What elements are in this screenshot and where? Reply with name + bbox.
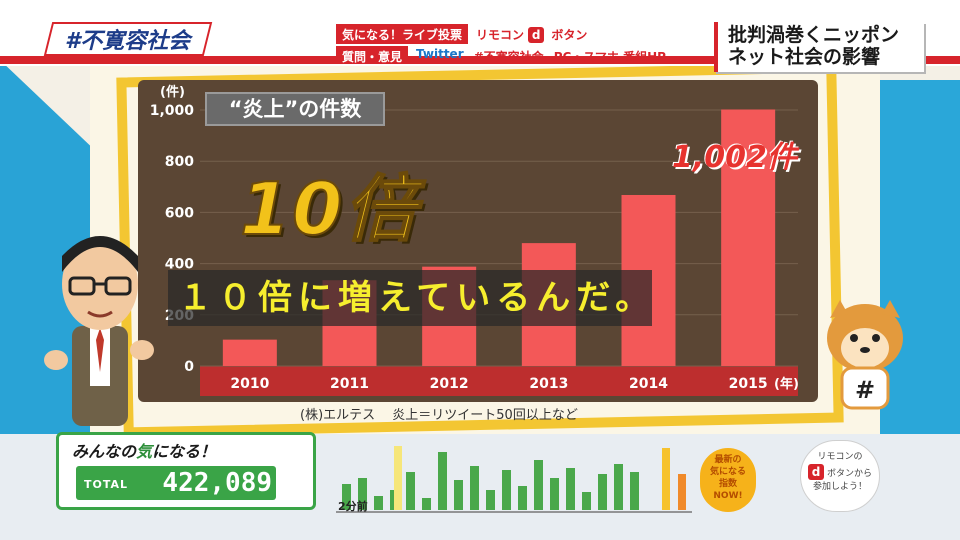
total-box [76, 466, 276, 500]
latest-badge-line-2: 気になる [709, 467, 746, 477]
y-unit-label: (件) [160, 84, 185, 100]
latest-badge-line-3: 指数 [718, 479, 737, 489]
remote-hint-line-1: リモコンの [817, 452, 863, 462]
y-tick-label: 400 [165, 257, 194, 273]
x-tick-label: 2010 [230, 376, 269, 392]
headline-line-1: 批判渦巻くニッポン [728, 24, 900, 46]
presenter-illustration [44, 236, 154, 426]
headline-box: 批判渦巻くニッポン ネット社会の影響 [714, 22, 924, 72]
subtitle-band [168, 270, 652, 326]
d-button-icon: d [807, 464, 824, 480]
x-tick-label: 2012 [430, 376, 469, 392]
x-tick-label: 2014 [629, 376, 668, 392]
hashtag-text: #不寛容社会 [65, 29, 191, 54]
button-label: ボタン [551, 28, 588, 42]
x-axis-band [200, 366, 798, 396]
subtitle-text: １０倍に増えているんだ。 [178, 278, 656, 318]
time-label: 2分前 [338, 500, 368, 513]
x-tick-label: 2015 [729, 376, 768, 392]
question-label: 質問・意見 [336, 46, 409, 64]
bar-2010 [222, 339, 277, 366]
d-button-icon: d [528, 27, 545, 43]
svg-text:#: # [855, 376, 875, 404]
hashtag-box: #不寛容社会 [43, 22, 213, 56]
chart-source-note: (株)エルテス 炎上＝リツイート50回以上など [300, 408, 578, 423]
twitter-tag: #不寛容社会 [473, 50, 544, 64]
x-tick-label: 2011 [330, 376, 369, 392]
value-callout: 1,002件 [672, 140, 797, 175]
total-label: TOTAL [84, 478, 129, 491]
remote-instruction: リモコン d ボタン [474, 24, 589, 44]
y-tick-label: 0 [184, 359, 194, 375]
ratio-callout: 10倍 [239, 166, 419, 252]
top-bar-accent [0, 56, 960, 64]
remote-hint: リモコンの d ボタンから 参加しよう！ [800, 440, 880, 512]
y-tick-label: 1,000 [150, 103, 195, 119]
remote-hint-line-2-text: ボタンから [826, 469, 872, 479]
counter-title-pre: みんなの [72, 442, 137, 461]
remote-label: リモコン [476, 28, 525, 42]
mascot-dog-illustration: # [827, 300, 903, 410]
feedback-row: 質問・意見 Twitter #不寛容社会 PC・スマホ 番組HP [336, 46, 668, 64]
total-value: 422,089 [162, 468, 272, 498]
latest-index-badge: 最新の 気になる 指数 NOW! [700, 448, 756, 512]
y-tick-label: 800 [165, 154, 194, 170]
remote-hint-line-3: 参加しよう！ [812, 482, 867, 492]
latest-badge-line-4: NOW! [713, 491, 743, 501]
chart-title: “炎上”の件数 [205, 92, 385, 126]
remote-hint-line-2: d ボタンから [801, 464, 879, 481]
activity-bars [336, 446, 692, 513]
vote-row: 気になる！ライブ投票 リモコン d ボタン [336, 24, 589, 44]
pc-label: PC・スマホ 番組HP [553, 50, 666, 64]
counter-title-green: 気 [136, 442, 153, 461]
latest-badge-line-1: 最新の [714, 455, 742, 465]
headline-line-2: ネット社会の影響 [728, 46, 881, 68]
x-unit-label: (年) [774, 376, 799, 392]
y-tick-label: 600 [165, 205, 194, 221]
counter-title: みんなの気になる！ [72, 438, 216, 462]
bar-2015 [721, 109, 776, 366]
counter-title-post: になる！ [152, 442, 217, 461]
x-tick-label: 2013 [529, 376, 568, 392]
vote-label: 気になる！ライブ投票 [336, 24, 469, 44]
twitter-label: Twitter [416, 47, 464, 61]
